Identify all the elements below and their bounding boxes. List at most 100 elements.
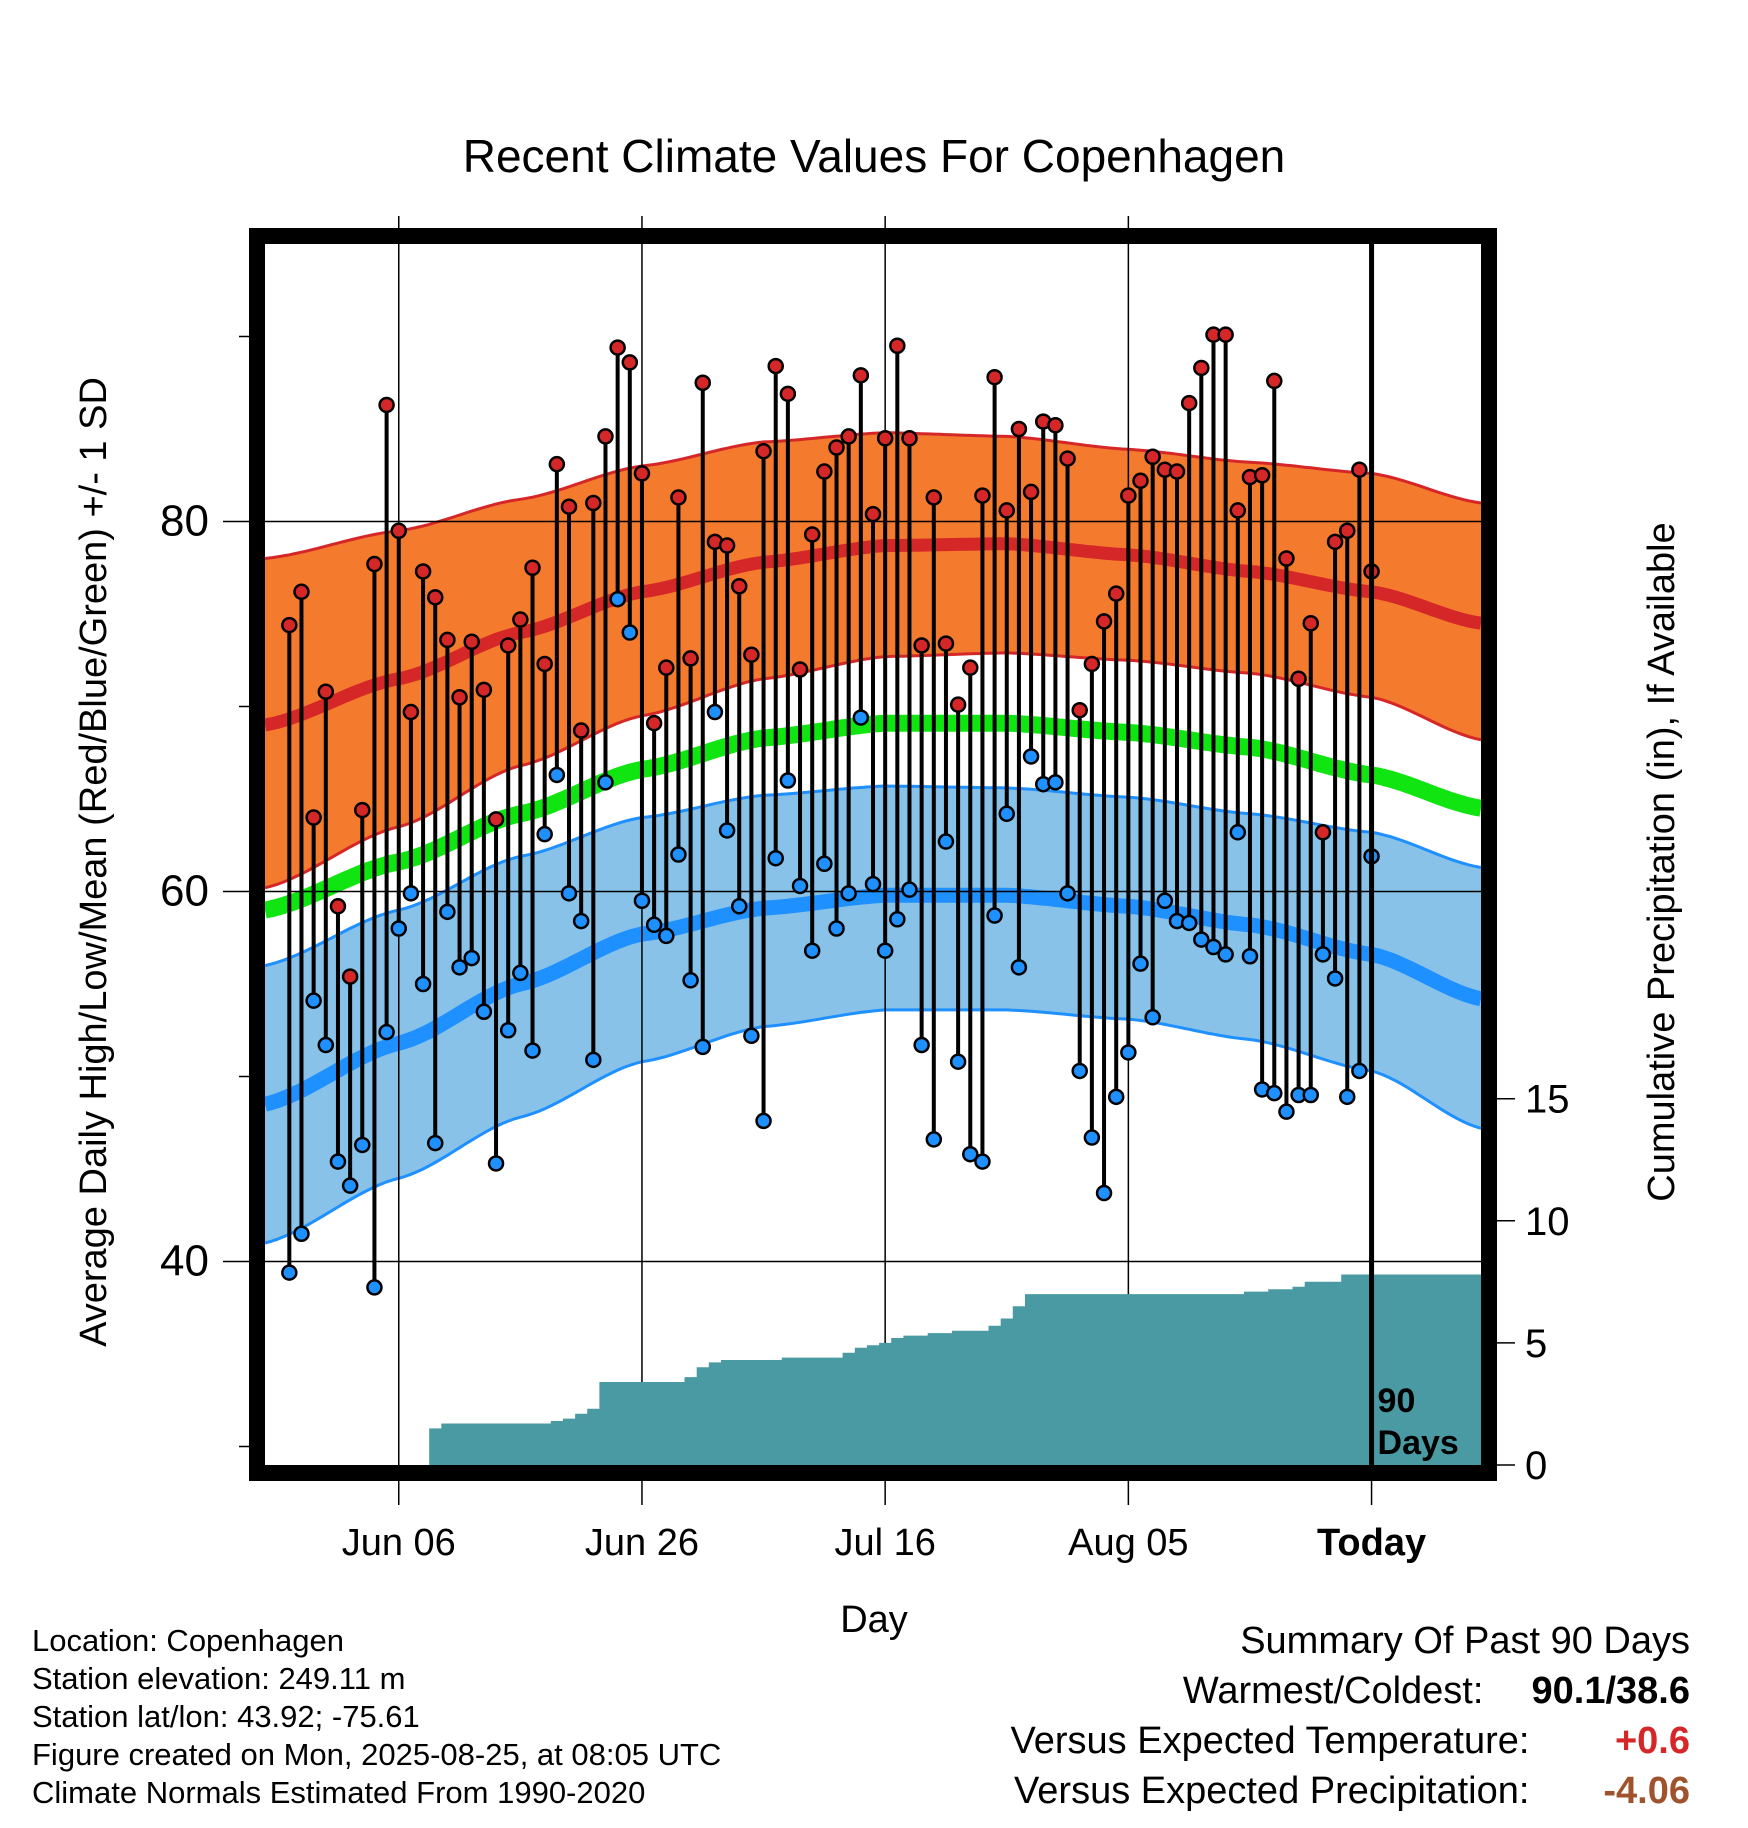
low-point (1180, 914, 1198, 932)
low-point (1338, 1088, 1356, 1106)
low-point (730, 898, 748, 915)
y-axis: 40 60 80 (160, 335, 257, 1448)
high-point (670, 489, 687, 506)
high-point (901, 430, 918, 447)
high-point (1314, 824, 1332, 841)
low-point (937, 833, 955, 850)
high-point (366, 555, 383, 573)
high-point (852, 367, 870, 384)
high-point (755, 442, 772, 460)
low-point (390, 920, 408, 937)
y-tick-label: 40 (160, 1237, 209, 1286)
low-point (1314, 946, 1332, 963)
high-point (633, 465, 651, 482)
y-axis-label: Average Daily High/Low/Mean (Red/Blue/Gr… (73, 377, 115, 1347)
low-point (609, 590, 626, 608)
high-point (913, 637, 930, 654)
low-point (621, 624, 639, 641)
low-point (1132, 955, 1149, 972)
low-point (536, 825, 553, 843)
high-point (876, 430, 894, 447)
high-point (803, 526, 821, 543)
high-point (390, 522, 408, 539)
daily-markers (281, 326, 1380, 1296)
low-point (1205, 938, 1222, 956)
low-point (682, 972, 699, 989)
low-point (451, 959, 468, 976)
low-point (1047, 774, 1064, 791)
high-point (317, 683, 335, 700)
high-point (743, 646, 760, 663)
low-point (962, 1145, 979, 1163)
high-point (658, 659, 675, 676)
low-point (281, 1264, 298, 1281)
warm-cold-value: 90.1/38.6 (1531, 1670, 1690, 1712)
high-point (329, 898, 347, 915)
created-text: Figure created on Mon, 2025-08-25, at 08… (32, 1737, 722, 1772)
high-point (937, 635, 955, 652)
low-point (633, 892, 651, 909)
low-point (706, 703, 724, 721)
elevation-text: Station elevation: 249.11 m (32, 1661, 406, 1696)
high-point (986, 368, 1003, 386)
high-point (414, 563, 432, 580)
location-text: Location: Copenhagen (32, 1623, 344, 1658)
low-point (1144, 1009, 1161, 1026)
low-point (463, 949, 480, 967)
high-point (1083, 655, 1101, 673)
low-point (1326, 970, 1344, 987)
high-point (1338, 522, 1356, 539)
low-point (658, 927, 675, 945)
low-point (816, 855, 833, 872)
high-point (572, 722, 590, 739)
high-point (1302, 615, 1320, 632)
low-point (1071, 1062, 1088, 1080)
y2-tick-label: 10 (1525, 1200, 1570, 1244)
station-info: Location: Copenhagen Station elevation: … (32, 1622, 721, 1812)
high-point (949, 696, 967, 713)
low-point (1120, 1044, 1137, 1061)
low-point (329, 1153, 347, 1170)
low-point (986, 907, 1003, 924)
high-point (889, 337, 906, 354)
high-point (512, 611, 529, 628)
high-point (281, 616, 298, 634)
high-point (998, 502, 1016, 519)
high-point (536, 655, 553, 673)
summary-heading: Summary Of Past 90 Days (1240, 1620, 1690, 1662)
x-tick-label: Today (1317, 1522, 1426, 1564)
x-tick-label: Aug 05 (1068, 1522, 1188, 1564)
low-point (901, 881, 918, 898)
high-point (682, 650, 699, 667)
high-point (925, 489, 943, 506)
high-point (1278, 550, 1295, 567)
low-point (305, 992, 322, 1009)
high-point (463, 633, 480, 650)
high-point (426, 589, 444, 606)
low-point (889, 911, 906, 928)
chart-title: Recent Climate Values For Copenhagen (463, 130, 1286, 182)
low-point (1095, 1184, 1113, 1202)
high-point (840, 428, 857, 445)
high-point (962, 659, 979, 676)
high-point (524, 559, 541, 576)
x-axis-label: Day (840, 1599, 908, 1641)
high-point (1168, 463, 1186, 480)
low-point (1266, 1084, 1283, 1102)
low-mean-line (265, 887, 1481, 1112)
low-point (840, 885, 857, 902)
low-point (803, 942, 821, 959)
low-point (548, 766, 566, 784)
y2-axis: 0 5 10 15 (1489, 1078, 1570, 1488)
high-point (1095, 613, 1113, 630)
x-tick-label: Jul 16 (834, 1522, 935, 1564)
low-point (1302, 1086, 1320, 1104)
high-point (354, 801, 371, 819)
warm-cold-label: Warmest/Coldest: (1182, 1670, 1484, 1712)
high-point (439, 631, 456, 649)
high-point (1290, 670, 1307, 687)
low-point (1193, 931, 1210, 948)
x-tick-label: Jun 26 (585, 1522, 699, 1564)
high-point (548, 455, 566, 473)
low-point (402, 885, 420, 902)
